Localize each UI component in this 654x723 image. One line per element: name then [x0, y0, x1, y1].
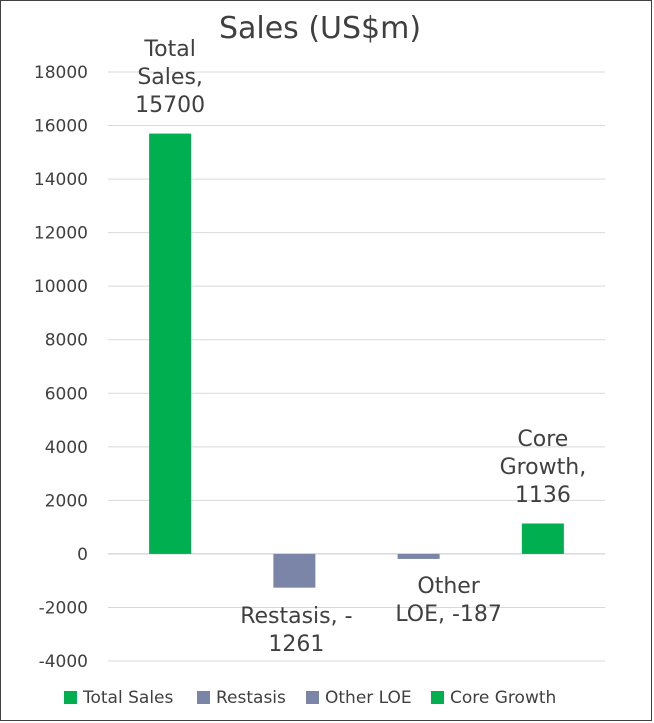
legend-label: Core Growth: [450, 688, 556, 708]
y-tick-label: 10000: [34, 277, 88, 297]
y-tick-label: -4000: [39, 652, 88, 672]
y-tick-label: 4000: [45, 438, 88, 458]
bar-core-growth: [521, 523, 564, 554]
legend-item-restasis: Restasis: [197, 688, 286, 708]
y-tick-label: 16000: [34, 117, 88, 137]
bar-total-sales: [149, 133, 192, 554]
y-tick-label: 6000: [45, 384, 88, 404]
data-label-restasis: Restasis, - 1261: [240, 604, 352, 657]
data-label-line: Restasis, -: [240, 604, 352, 629]
y-tick-label: 12000: [34, 224, 88, 244]
y-tick-label: -2000: [39, 598, 88, 618]
data-label-line: Sales,: [137, 65, 203, 90]
y-tick-label: 8000: [45, 331, 88, 351]
legend-label: Restasis: [216, 688, 286, 708]
legend-label: Total Sales: [82, 688, 173, 708]
legend-swatch: [64, 691, 77, 704]
bar-other-loe: [397, 553, 440, 559]
y-tick-label: 2000: [45, 491, 88, 511]
data-label-total-sales: Total Sales, 15700: [135, 37, 205, 118]
data-labels: Total Sales, 15700 Restasis, - 1261 Other LOE,…: [135, 37, 586, 657]
legend-swatch: [197, 691, 210, 704]
legend-swatch: [306, 691, 319, 704]
data-label-other-loe: Other LOE, -187: [395, 574, 502, 627]
legend-swatch: [431, 691, 444, 704]
bars: [149, 133, 564, 588]
bar-restasis: [273, 553, 316, 588]
legend-item-other-loe: Other LOE: [306, 688, 412, 708]
legend-label: Other LOE: [325, 688, 412, 708]
legend-item-total-sales: Total Sales: [64, 688, 173, 708]
data-label-line: Other: [417, 574, 480, 599]
y-tick-label: 0: [77, 545, 88, 565]
y-tick-label: 18000: [34, 63, 88, 83]
data-label-line: LOE, -187: [395, 602, 502, 627]
data-label-line: Total: [143, 37, 195, 62]
y-axis-tick-labels: 18000 16000 14000 12000 10000 8000 6000 4000 200…: [34, 63, 88, 672]
data-label-line: 15700: [135, 93, 205, 118]
data-label-line: Growth,: [500, 455, 587, 480]
y-tick-label: 14000: [34, 170, 88, 190]
data-label-line: Core: [517, 427, 568, 452]
legend: Total Sales Restasis Other LOE Core Growth: [64, 688, 556, 708]
legend-item-core-growth: Core Growth: [431, 688, 556, 708]
data-label-core-growth: Core Growth, 1136: [500, 427, 587, 508]
data-label-line: 1136: [515, 483, 571, 508]
data-label-line: 1261: [268, 632, 324, 657]
chart-title: Sales (US$m): [219, 11, 421, 46]
